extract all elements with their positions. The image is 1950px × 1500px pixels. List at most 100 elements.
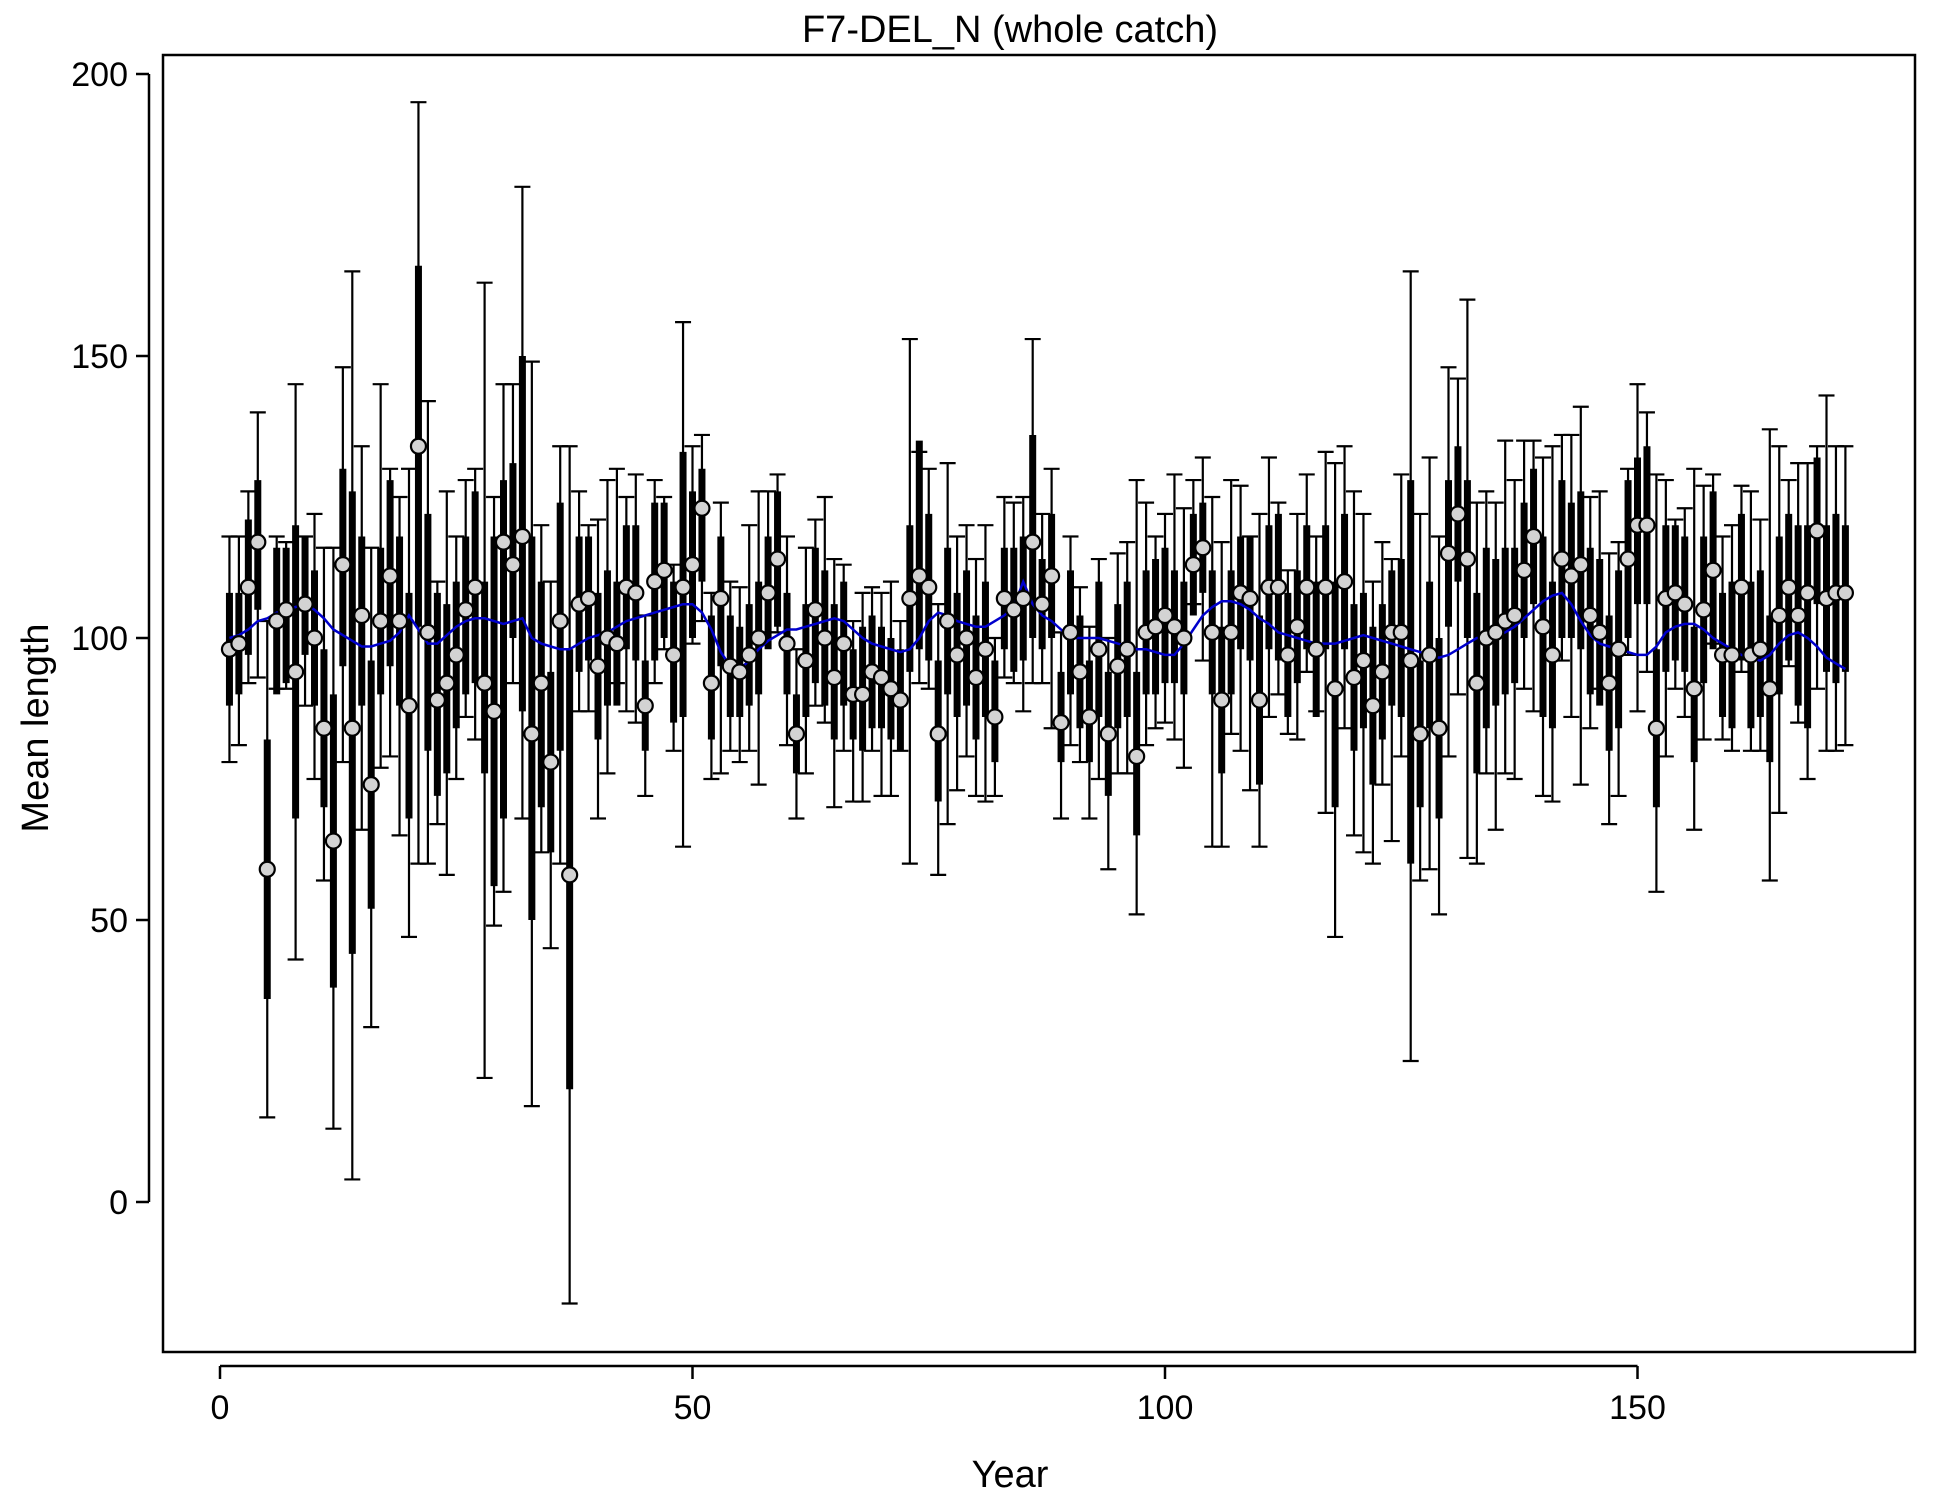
data-point [910,567,928,585]
data-point [1600,674,1618,692]
data-point [1666,584,1684,602]
data-point [1241,589,1259,608]
data-point [305,629,324,647]
data-point [1345,668,1363,687]
y-axis: 0 50 100 150 200 [71,56,151,1222]
data-point [249,533,267,551]
data-point [920,578,938,596]
data-point [1420,646,1439,664]
data-point [476,674,494,692]
data-point [712,589,730,608]
data-point [1317,578,1335,596]
data-point [1458,550,1477,568]
data-point [853,685,872,704]
data-point [353,606,371,625]
data-point [608,635,626,653]
data-point [390,612,409,630]
data-point [258,860,276,878]
data-points [220,437,1855,884]
data-point [419,623,437,641]
data-point [447,646,465,664]
data-point [967,668,985,687]
data-point [1099,725,1117,743]
data-point [1061,623,1080,641]
data-point [768,550,787,568]
data-point [1439,544,1458,563]
data-point [1562,567,1580,585]
data-point [1487,623,1505,641]
data-point [1751,640,1769,658]
data-point [976,640,995,658]
data-point [1761,680,1779,698]
data-point [1619,550,1637,568]
data-point [343,719,361,737]
data-point [1213,691,1231,709]
x-axis: 0 50 100 150 [211,1364,1666,1427]
data-point [277,601,295,619]
data-point [589,657,607,675]
data-point [239,578,257,596]
data-point [816,629,834,647]
data-point [1534,618,1552,636]
data-point [1515,561,1533,579]
data-point [948,646,966,664]
data-point [1090,640,1108,658]
data-point [296,595,314,613]
data-point [230,635,248,653]
data-point [702,674,721,692]
data-point [1468,674,1486,692]
data-point [1146,618,1165,636]
y-tick-label: 50 [90,902,128,940]
plot-area-frame [161,53,1917,1354]
data-point [1676,595,1694,613]
data-point [1194,539,1212,557]
data-point [1798,584,1817,602]
y-tick-label: 100 [71,620,128,658]
data-point [891,691,910,709]
data-point [1156,606,1174,625]
x-tick-label: 50 [674,1389,712,1427]
x-tick-label: 100 [1137,1389,1194,1427]
data-point [1647,719,1666,737]
data-point [1109,657,1127,675]
data-point [693,499,711,517]
data-point [636,697,654,715]
data-point [1080,708,1099,726]
data-point [1203,623,1221,641]
data-point [1128,747,1146,766]
data-point [466,578,484,596]
data-point [1118,640,1136,658]
data-point [400,697,418,715]
data-point [1543,646,1562,664]
data-point [494,533,513,551]
data-point [750,629,768,647]
data-point [797,651,815,670]
data-point [882,680,900,698]
data-point [1591,623,1609,641]
data-point [362,776,380,794]
data-point [1279,646,1297,664]
data-point [1288,618,1306,636]
data-point [1373,663,1391,681]
data-point [664,646,683,664]
data-point [1175,629,1193,647]
data-point [409,437,428,455]
data-point [986,708,1004,726]
data-point [1307,640,1325,658]
data-point [1024,533,1042,551]
data-point [438,674,456,692]
data-point [1704,561,1722,579]
data-point [1553,550,1571,568]
data-point [835,635,853,653]
data-point [1524,527,1543,546]
y-axis-label: Mean length [15,623,57,832]
data-point [551,612,569,630]
data-point [1770,606,1788,625]
data-point [287,663,305,681]
data-point [1335,572,1354,591]
data-point [268,612,286,630]
data-point [1723,646,1741,664]
data-point [778,635,796,653]
data-point [1298,578,1316,596]
